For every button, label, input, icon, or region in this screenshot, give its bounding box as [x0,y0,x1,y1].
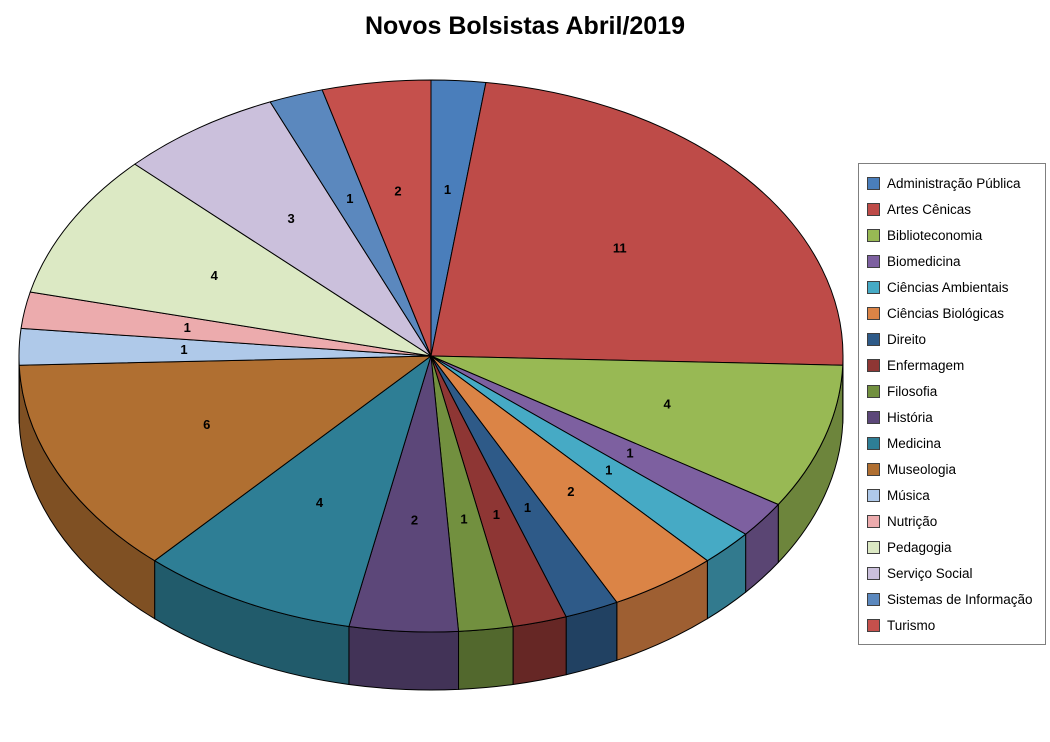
legend-label: Direito [887,331,927,347]
pie-slice [321,79,432,357]
legend-item: Turismo [863,612,1041,638]
data-label: 2 [411,513,418,528]
legend-swatch-icon [867,436,880,450]
legend-item: Música [863,482,1041,508]
data-label: 4 [316,495,324,510]
legend-item: Direito [863,326,1041,352]
legend-swatch-icon [867,358,880,372]
legend-label: Sistemas de Informação [887,591,1033,607]
legend-label: Artes Cênicas [887,201,972,217]
legend-swatch-icon [867,202,880,216]
data-label: 1 [493,507,500,522]
legend-label: Ciências Biológicas [887,305,1005,321]
data-label: 1 [180,342,187,357]
data-label: 6 [203,417,210,432]
legend-label: Turismo [887,617,936,633]
legend-label: Pedagogia [887,539,952,555]
legend-item: Ciências Ambientais [863,274,1041,300]
legend-item: Biomedicina [863,248,1041,274]
data-label: 11 [613,241,627,256]
legend-label: História [887,409,933,425]
data-label: 3 [287,211,294,226]
legend-label: Museologia [887,461,957,477]
legend-item: Enfermagem [863,352,1041,378]
pie-slice [134,101,432,357]
legend-item: Administração Pública [863,170,1041,196]
legend-item: Serviço Social [863,560,1041,586]
data-label: 1 [626,446,633,461]
data-label: 1 [605,463,612,478]
legend-swatch-icon [867,488,880,502]
legend-label: Biblioteconomia [887,227,983,243]
legend-item: Biblioteconomia [863,222,1041,248]
legend-item: Museologia [863,456,1041,482]
data-label: 1 [184,320,191,335]
data-label: 2 [394,183,401,198]
legend-item: Sistemas de Informação [863,586,1041,612]
legend-swatch-icon [867,514,880,528]
data-label: 1 [444,182,451,197]
data-label: 4 [211,268,219,283]
pie-slices [18,79,844,633]
legend-label: Medicina [887,435,942,451]
legend-swatch-icon [867,592,880,606]
legend: Administração Pública Artes Cênicas Biblio… [858,163,1046,645]
legend-item: Filosofia [863,378,1041,404]
legend-swatch-icon [867,566,880,580]
legend-swatch-icon [867,384,880,398]
pie-slice-side [458,625,514,690]
data-label: 1 [460,512,467,527]
legend-label: Biomedicina [887,253,961,269]
legend-swatch-icon [867,280,880,294]
legend-label: Nutrição [887,513,938,529]
legend-label: Enfermagem [887,357,965,373]
legend-swatch-icon [867,228,880,242]
legend-swatch-icon [867,254,880,268]
pie-slice [29,163,432,357]
legend-swatch-icon [867,306,880,320]
legend-label: Ciências Ambientais [887,279,1009,295]
data-label: 1 [346,191,353,206]
pie-slice [430,355,844,506]
data-label: 2 [567,484,574,499]
legend-label: Administração Pública [887,175,1021,191]
legend-label: Música [887,487,930,503]
legend-label: Serviço Social [887,565,973,581]
legend-item: História [863,404,1041,430]
data-label: 1 [524,500,531,515]
chart-title: Novos Bolsistas Abril/2019 [364,12,686,40]
pie-slice [18,355,432,562]
legend-swatch-icon [867,176,880,190]
legend-item: Medicina [863,430,1041,456]
legend-item: Ciências Biológicas [863,300,1041,326]
pie-slice [154,355,432,627]
pie-slice-side [348,625,460,691]
legend-swatch-icon [867,410,880,424]
pie-slice [430,81,844,366]
legend-swatch-icon [867,618,880,632]
legend-swatch-icon [867,462,880,476]
pie-slice-side [512,616,567,685]
legend-item: Artes Cênicas [863,196,1041,222]
legend-item: Nutrição [863,508,1041,534]
legend-swatch-icon [867,540,880,554]
data-label: 4 [663,397,671,412]
legend-item: Pedagogia [863,534,1041,560]
legend-label: Filosofia [887,383,938,399]
pie-side-walls [18,355,844,691]
legend-swatch-icon [867,332,880,346]
